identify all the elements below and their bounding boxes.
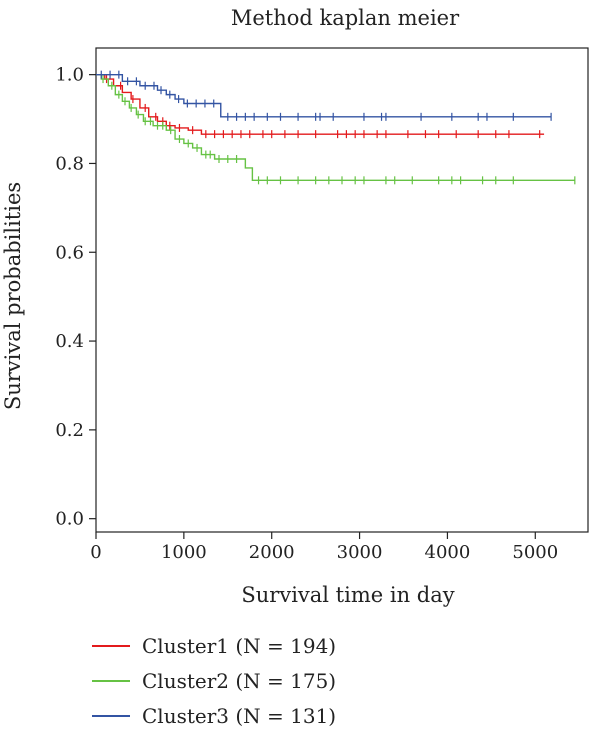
legend-item-cluster3: Cluster3 (N = 131) [92, 698, 336, 733]
y-tick-label: 0.2 [55, 420, 84, 441]
legend-swatch-cluster3 [92, 714, 130, 717]
x-tick-label: 0 [90, 542, 101, 563]
legend-swatch-cluster1 [92, 644, 130, 647]
survival-chart: Method kaplan meier 0 1000 2000 3000 4000 500… [1, 6, 589, 607]
series-cluster2 [96, 73, 576, 185]
legend: Cluster1 (N = 194) Cluster2 (N = 175) Cl… [92, 628, 336, 733]
y-axis-label: Survival probabilities [1, 182, 25, 410]
km-curve-cluster1 [96, 73, 545, 135]
km-curve-cluster2 [96, 73, 575, 182]
x-tick-label: 2000 [249, 542, 295, 563]
legend-item-cluster1: Cluster1 (N = 194) [92, 628, 336, 663]
x-axis-ticks: 0 1000 2000 3000 4000 5000 [90, 532, 558, 563]
legend-label-cluster3: Cluster3 (N = 131) [142, 703, 337, 728]
y-tick-label: 0.0 [55, 509, 84, 530]
y-tick-label: 1.0 [55, 65, 84, 86]
y-axis-ticks: 0.0 0.2 0.4 0.6 0.8 1.0 [55, 65, 96, 530]
chart-title: Method kaplan meier [231, 6, 460, 30]
legend-label-cluster1: Cluster1 (N = 194) [142, 633, 337, 658]
legend-swatch-cluster2 [92, 679, 130, 682]
x-tick-label: 5000 [512, 542, 558, 563]
series-layer [96, 70, 576, 185]
series-cluster3 [96, 70, 552, 121]
plot-frame [95, 47, 589, 533]
km-curve-cluster3 [96, 73, 552, 118]
x-tick-label: 1000 [161, 542, 207, 563]
x-tick-label: 3000 [337, 542, 383, 563]
legend-item-cluster2: Cluster2 (N = 175) [92, 663, 336, 698]
x-tick-label: 4000 [425, 542, 471, 563]
x-axis-label: Survival time in day [241, 583, 454, 607]
y-tick-label: 0.6 [55, 242, 84, 263]
series-cluster1 [96, 73, 545, 139]
y-tick-label: 0.4 [55, 331, 84, 352]
y-tick-label: 0.8 [55, 153, 84, 174]
legend-label-cluster2: Cluster2 (N = 175) [142, 668, 337, 693]
